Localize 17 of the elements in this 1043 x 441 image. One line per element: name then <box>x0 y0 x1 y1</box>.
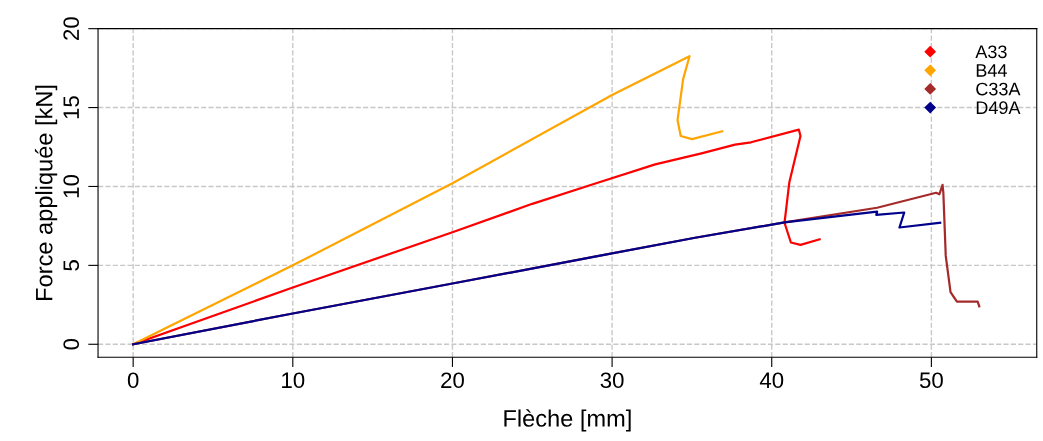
y-tick-label: 20 <box>63 17 80 40</box>
x-tick-label: 50 <box>919 372 943 389</box>
x-tick-label: 0 <box>127 372 139 389</box>
x-axis-title: Flèche [mm] <box>504 409 631 432</box>
x-tick-label: 20 <box>441 372 464 389</box>
legend-label: B44 <box>976 64 1007 77</box>
legend-label: A33 <box>975 45 1007 59</box>
y-tick-label: 0 <box>63 338 80 350</box>
y-tick-label: 10 <box>63 174 80 198</box>
x-tick-label: 40 <box>759 372 784 389</box>
y-axis-title: Force appliquée [kN] <box>34 85 58 300</box>
legend-label: C33A <box>976 82 1021 96</box>
x-tick-label: 30 <box>600 372 624 389</box>
legend-label: D49A <box>976 101 1021 115</box>
x-tick-label: 10 <box>282 372 305 389</box>
y-tick-label: 15 <box>63 96 80 119</box>
y-tick-label: 5 <box>63 260 80 271</box>
